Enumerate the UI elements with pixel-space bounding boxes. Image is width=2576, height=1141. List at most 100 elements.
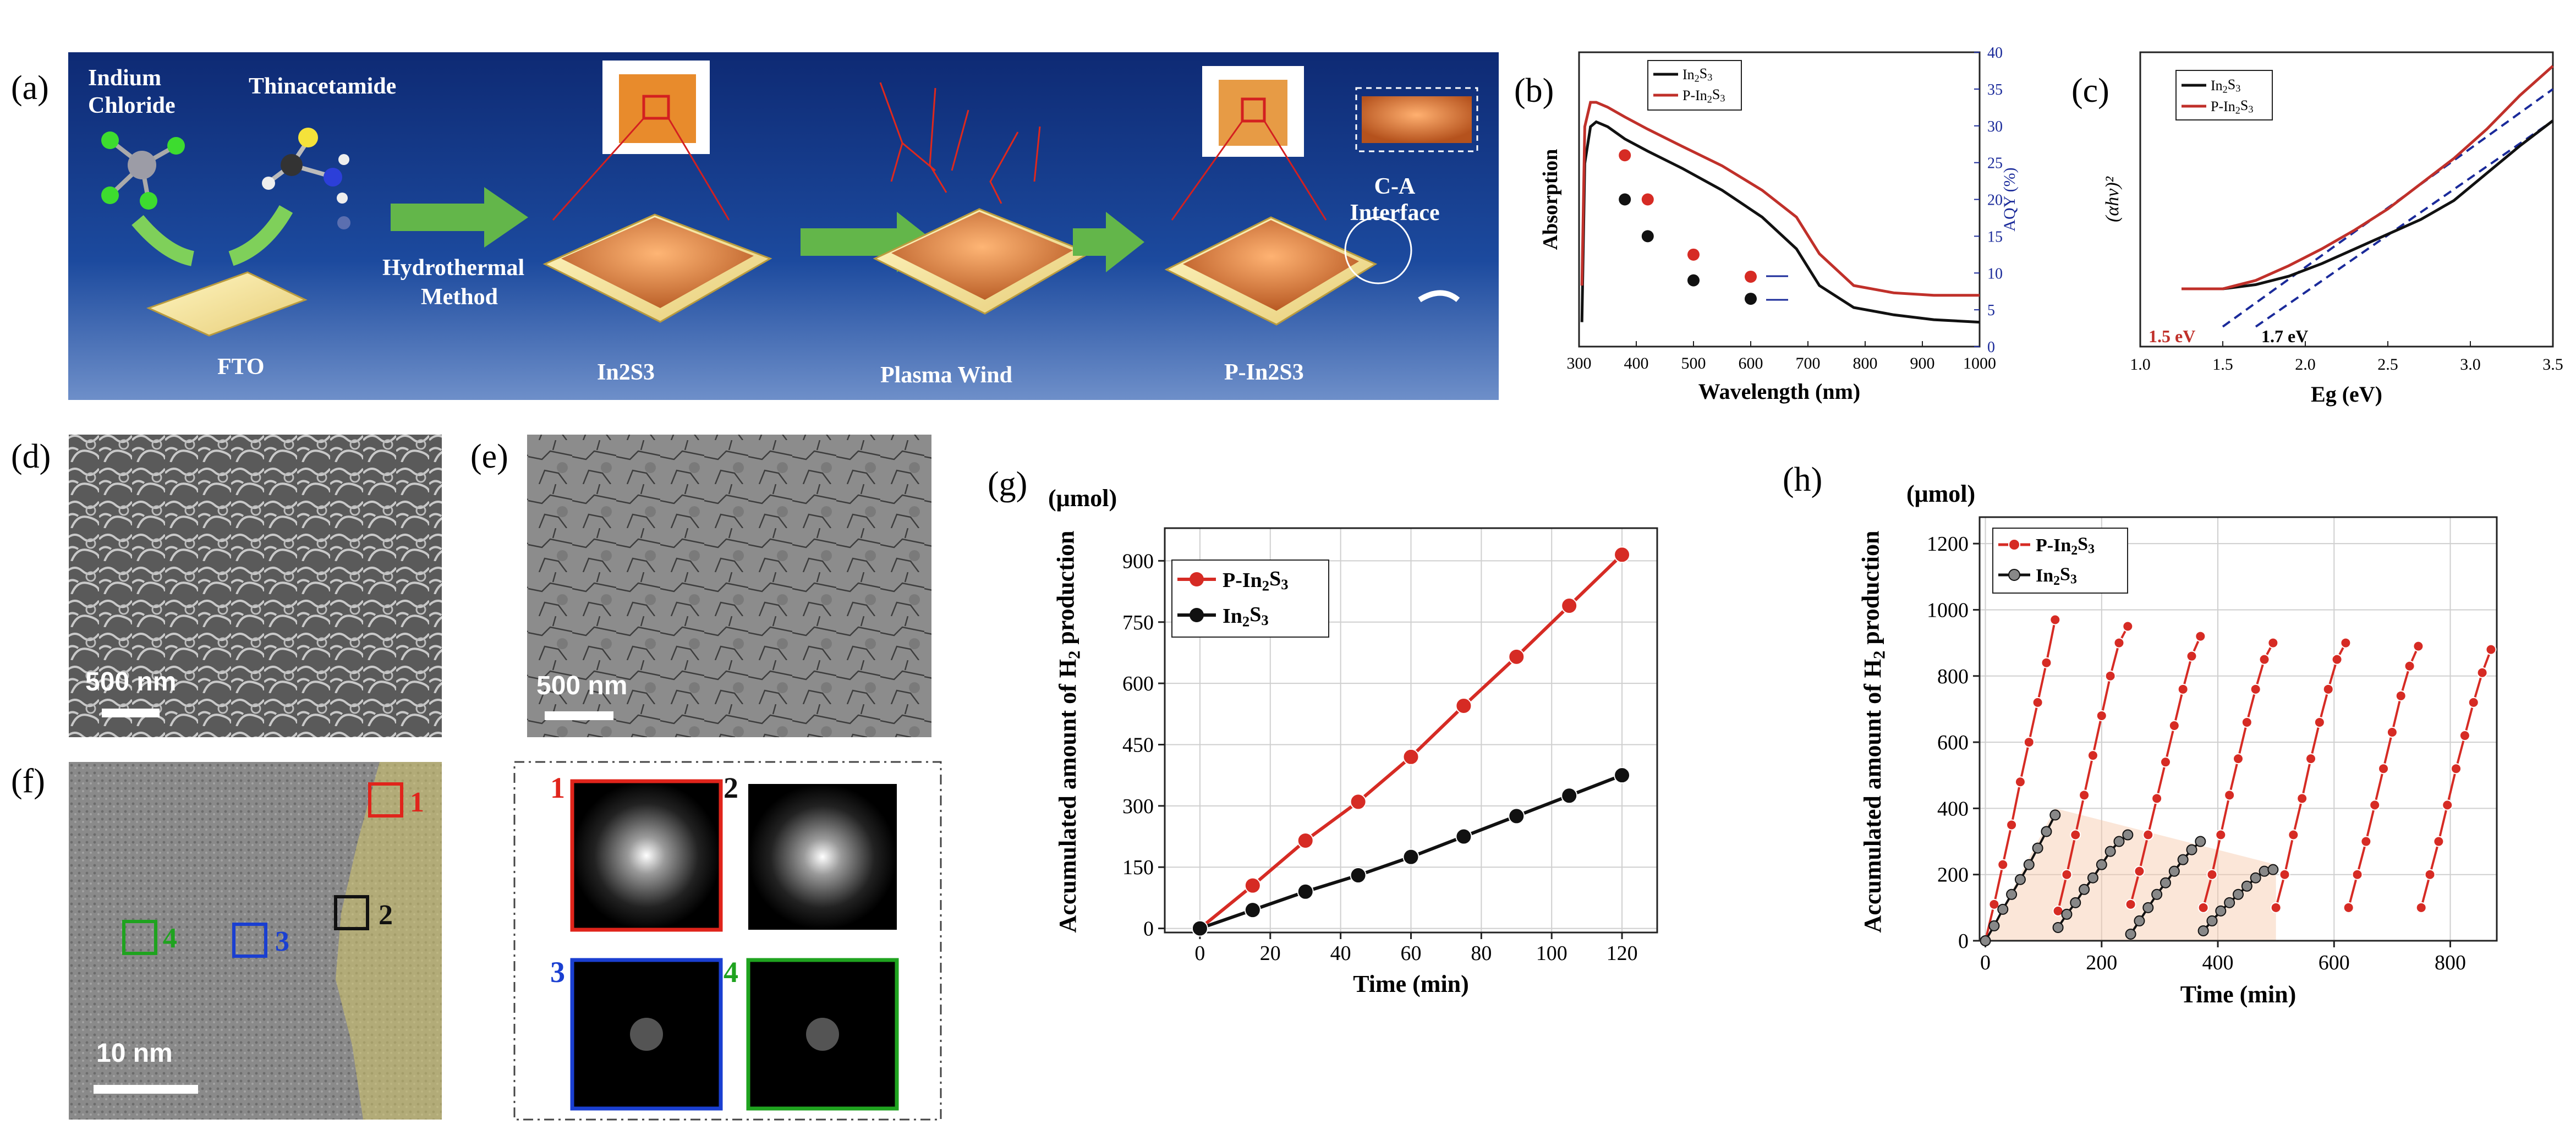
chart-g-point [1244,877,1261,894]
chart-b-ytick-right-label: 30 [1987,118,2003,135]
chart-h-point [2279,869,2290,880]
chart-h-unit: (μmol) [1906,480,1975,507]
fft-panel: 1 2 3 4 [513,761,942,1121]
chart-h-point [2096,859,2107,870]
chart-b-xtick-label: 900 [1910,354,1935,372]
chart-h-xtick-label: 800 [2435,951,2466,974]
chart-h-xtick-label: 600 [2319,951,2350,974]
fft-2-label: 2 [724,771,738,804]
chart-g-ytick-label: 0 [1143,918,1154,941]
chart-h-point [2250,872,2261,884]
chart-h-point [2288,829,2299,841]
thioacetamide-molecule [262,128,350,229]
method-line1: Hydrothermal [382,255,524,281]
chart-g-ytick-label: 300 [1122,795,1154,818]
chart-b-legend: In2​S3​ P-In2​S3​ [1647,60,1742,111]
arrow-reagent1 [131,215,195,266]
hrtem-scale-label: 10 nm [96,1039,173,1068]
chart-h-legend-entry: P-In2​S3​ [2036,534,2095,558]
chart-h-point [2168,865,2180,877]
method-line2: Method [421,284,498,310]
panel-a: (a) Indium Chloride Thinacetamide FTO Hy… [11,52,1499,400]
chart-b-series-line-0 [1580,120,1980,324]
chart-h-point [2014,776,2026,788]
fft-box-2 [334,895,369,930]
chart-h-cycle-line [2274,642,2347,908]
chart-g-point [1350,867,1367,884]
tem-scale-label: 500 nm [536,671,627,700]
chart-c-annotation-2: 1.7 eV [2261,326,2308,346]
chart-h-point [2442,799,2453,811]
chart-h-point [2197,902,2209,913]
chart-h-point [2113,836,2125,847]
chart-b-legend-box [1647,60,1742,111]
fft-image-2 [748,784,897,930]
panel-e-label: (e) [470,438,508,475]
step3-label: Plasma Wind [880,363,1012,388]
chart-b-aqy-point [1745,270,1757,283]
chart-h-point [2023,737,2035,748]
chart-b-ytick-right-label: 25 [1987,155,2003,172]
chart-h-ytick-label: 200 [1937,864,1969,887]
chart-h-point [2177,854,2189,865]
panel-h-label: (h) [1783,461,1822,498]
chart-h-ytick-label: 800 [1937,665,1969,688]
fft-box-3-label: 3 [275,926,289,957]
chart-h-point [2041,657,2052,668]
chart-b-ytick-right-label: 10 [1987,265,2003,282]
chart-h-point [2267,637,2279,649]
chart-h-point [2476,667,2488,678]
chart-h-point [2186,650,2197,662]
interface-inset [1344,87,1478,303]
chart-c-legend-entry: In2​S3​ [2211,76,2240,95]
chart-h-point [2259,654,2270,665]
panel-h: (h) 0 200 400 600 800 0 200 400 600 800 1000 1200 Ti… [1783,461,2498,1008]
chart-h-ytick-label: 600 [1937,731,1969,754]
chart-h-point [2451,763,2462,775]
sem-image [69,435,442,737]
chart-b-xtick-label: 300 [1567,354,1592,372]
chart-h-point [2049,614,2061,626]
chart-g-point [1402,748,1419,765]
chart-h-point [2032,842,2043,854]
chart-h-point [2195,630,2206,642]
panel-d: (d) 500 nm [11,435,442,737]
chart-h-point [2297,793,2308,804]
chart-b-ytick-right-label: 15 [1987,228,2003,245]
reagent1-line1: Indium [88,65,161,91]
chart-h-point [2061,908,2073,920]
chart-b-ytick-right-label: 40 [1987,45,2003,62]
chart-h-point [2206,915,2218,926]
chart-b-legend-entry: P-In2​S3​ [1682,86,1725,105]
chart-h-point [1997,903,2009,915]
chart-b-aqy-point [1619,149,1631,162]
chart-g-point [1402,848,1419,865]
panel-d-label: (d) [11,438,51,475]
chart-h-point [2061,869,2073,880]
indium-chloride-molecule [101,131,185,210]
sem-scale-label: 500 nm [85,667,176,696]
chart-h-point [2113,637,2125,649]
fft-box-1-label: 1 [410,787,424,818]
arrow-reagent2 [228,205,293,266]
p-in2s3-plate [1164,66,1378,326]
chart-c-annotation-1: 1.5 eV [2149,326,2195,346]
chart-h-point [2395,690,2407,701]
chart-c-xtick-label: 3.0 [2460,355,2481,374]
chart-g-point [1508,808,1525,825]
chart-b-xtick-label: 700 [1796,354,1821,372]
chart-h-point [2006,888,2018,900]
chart-h-point [2322,683,2334,695]
chart-h-point [2314,716,2325,728]
reagent2-label: Thinacetamide [249,74,396,99]
chart-g-point [1350,793,1367,810]
chart-b-aqy-point [1745,293,1757,305]
panel-c-label: (c) [2071,72,2109,109]
chart-h-legend-marker [2008,539,2020,551]
chart-h-point [2340,637,2352,649]
fft-4-label: 4 [724,956,738,989]
chart-g-legend-marker [1190,572,1204,586]
chart-h-point [2087,750,2098,761]
chart-g-point [1508,648,1525,665]
